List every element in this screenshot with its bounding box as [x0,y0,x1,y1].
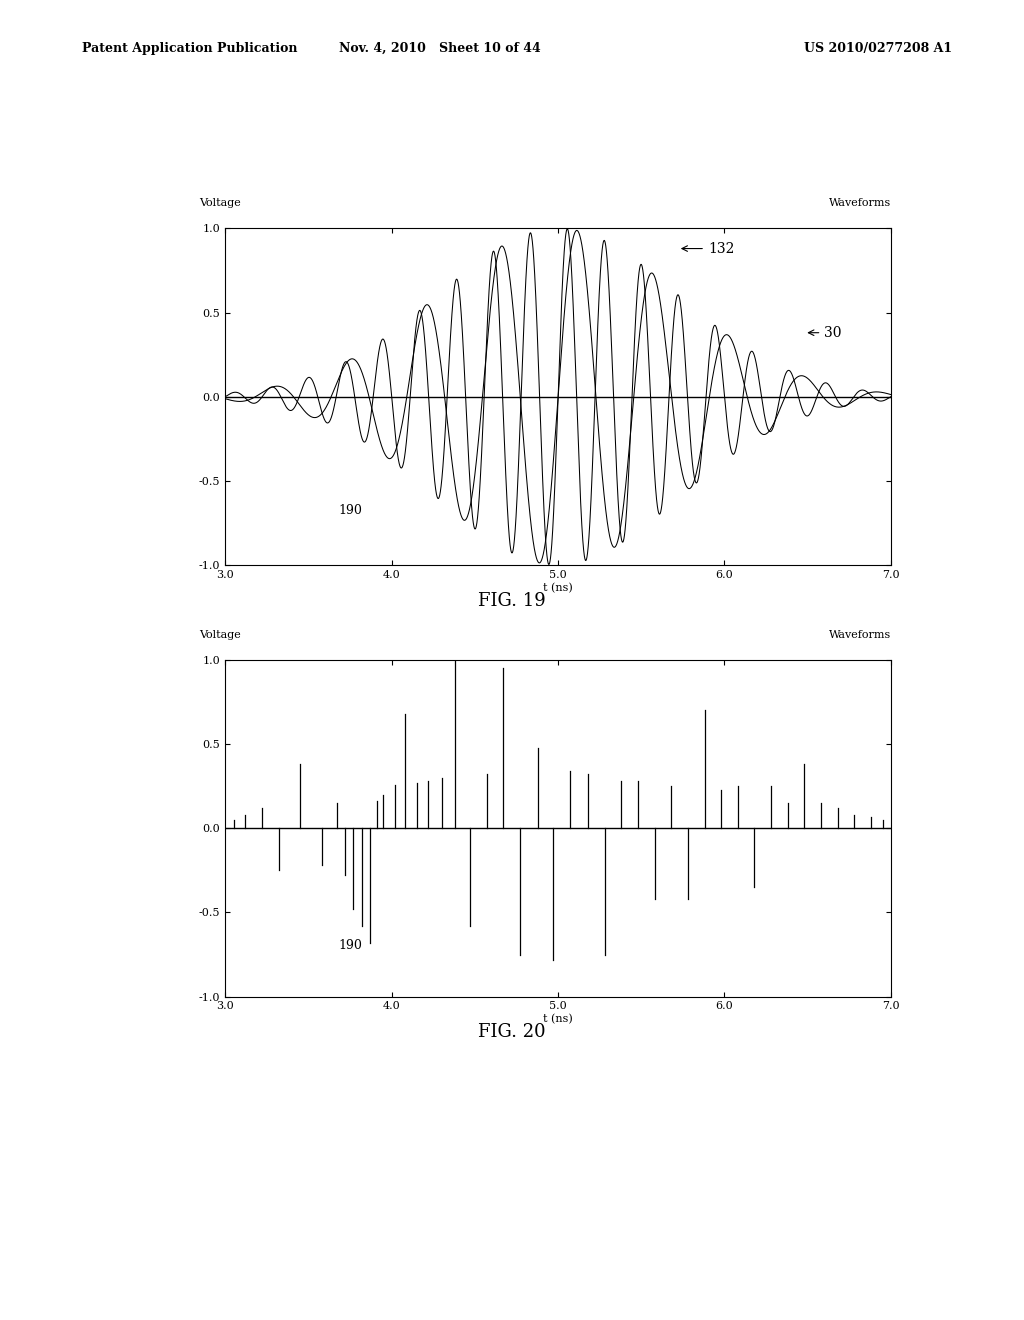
Text: Waveforms: Waveforms [828,198,891,209]
Text: Nov. 4, 2010   Sheet 10 of 44: Nov. 4, 2010 Sheet 10 of 44 [339,42,542,55]
Text: 190: 190 [338,504,362,517]
Text: Patent Application Publication: Patent Application Publication [82,42,297,55]
X-axis label: t (ns): t (ns) [543,1014,573,1024]
X-axis label: t (ns): t (ns) [543,582,573,593]
Text: 190: 190 [338,940,362,953]
Text: US 2010/0277208 A1: US 2010/0277208 A1 [804,42,952,55]
Text: FIG. 20: FIG. 20 [478,1023,546,1041]
Text: 132: 132 [682,242,734,256]
Text: Waveforms: Waveforms [828,630,891,640]
Text: Voltage: Voltage [199,198,241,209]
Text: FIG. 19: FIG. 19 [478,591,546,610]
Text: 30: 30 [808,326,842,339]
Text: Voltage: Voltage [199,630,241,640]
